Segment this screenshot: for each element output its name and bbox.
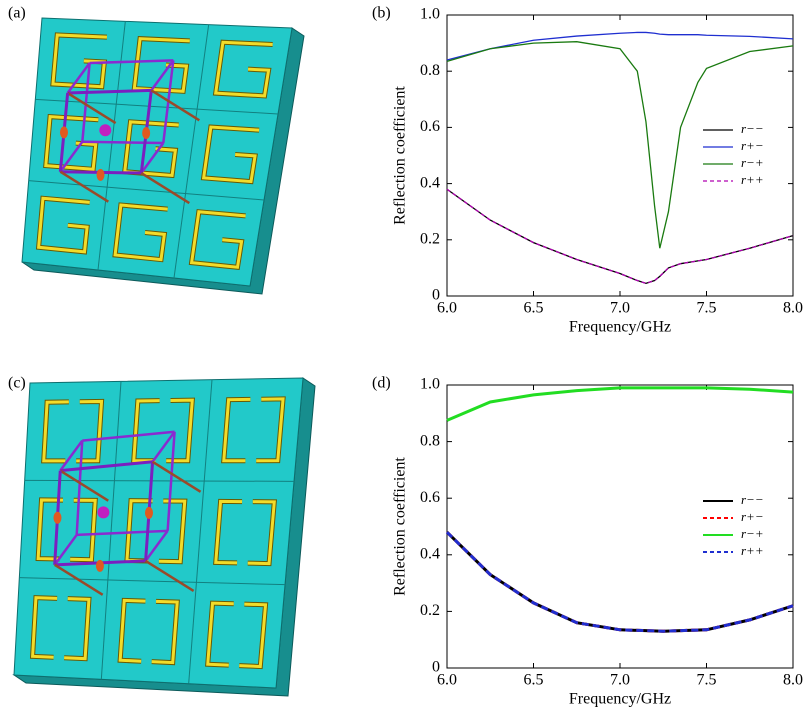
- legend-label: r+−: [741, 509, 764, 524]
- y-tick-label: 0.4: [420, 174, 440, 191]
- panel-label: (b): [372, 5, 391, 22]
- y-tick-label: 0.8: [420, 62, 440, 79]
- boundary-marker: [142, 127, 150, 139]
- source: [99, 124, 111, 136]
- x-tick-label: 6.5: [524, 672, 544, 689]
- series-line: [447, 189, 793, 283]
- legend-label: r−+: [741, 155, 764, 170]
- legend-label: r++: [741, 543, 764, 558]
- cube-edge: [82, 142, 163, 143]
- y-tick-label: 0: [432, 659, 440, 676]
- figure: (a) (b) (c) (d) 6.0 6.5 7.0 7.5 8.0 0 0.2 0.4 0.…: [0, 0, 810, 724]
- y-axis-label: Reflection coefficient: [392, 86, 409, 225]
- series-line: [447, 388, 793, 421]
- series-line: [447, 32, 793, 60]
- y-tick-label: 0: [432, 287, 440, 304]
- y-tick-label: 1.0: [420, 6, 440, 23]
- boundary-marker: [53, 512, 61, 524]
- y-tick-label: 0.2: [420, 602, 440, 619]
- x-tick-label: 6.0: [437, 672, 457, 689]
- chart: 6.0 6.5 7.0 7.5 8.0 0 0.2 0.4 0.6 0.8 1.0 Frequency…: [392, 376, 803, 708]
- panel-label: (c): [8, 375, 26, 392]
- x-tick-label: 7.0: [610, 672, 630, 689]
- source: [97, 506, 109, 518]
- x-axis-label: Frequency/GHz: [569, 319, 671, 336]
- panel-label: (a): [8, 5, 26, 22]
- y-axis-label: Reflection coefficient: [392, 457, 409, 596]
- x-tick-label: 6.0: [437, 300, 457, 317]
- legend-label: r−+: [741, 526, 764, 541]
- chart: 6.0 6.5 7.0 7.5 8.0 0 0.2 0.4 0.6 0.8 1.0 Frequency…: [392, 6, 803, 336]
- y-tick-label: 0.6: [420, 118, 440, 135]
- y-tick-label: 0.2: [420, 230, 440, 247]
- y-tick-label: 0.6: [420, 489, 440, 506]
- y-tick-label: 0.8: [420, 432, 440, 449]
- boundary-marker: [60, 126, 68, 138]
- y-tick-label: 1.0: [420, 376, 440, 393]
- legend-label: r+−: [741, 138, 764, 153]
- legend-label: r++: [741, 172, 764, 187]
- legend-label: r−−: [741, 492, 764, 507]
- series-line: [447, 189, 793, 283]
- page: (a) (b) (c) (d) 6.0 6.5 7.0 7.5 8.0 0 0.2 0.4 0.…: [0, 0, 810, 724]
- panel-label: (d): [372, 375, 391, 392]
- boundary-marker: [97, 169, 105, 181]
- x-tick-label: 8.0: [783, 672, 803, 689]
- x-tick-label: 8.0: [783, 300, 803, 317]
- x-tick-label: 7.0: [610, 300, 630, 317]
- legend-label: r−−: [741, 121, 764, 136]
- x-tick-label: 7.5: [697, 300, 717, 317]
- x-axis-label: Frequency/GHz: [569, 691, 671, 708]
- boundary-marker: [96, 560, 104, 572]
- x-tick-label: 6.5: [524, 300, 544, 317]
- y-tick-label: 0.4: [420, 545, 440, 562]
- x-tick-label: 7.5: [697, 672, 717, 689]
- boundary-marker: [145, 507, 153, 519]
